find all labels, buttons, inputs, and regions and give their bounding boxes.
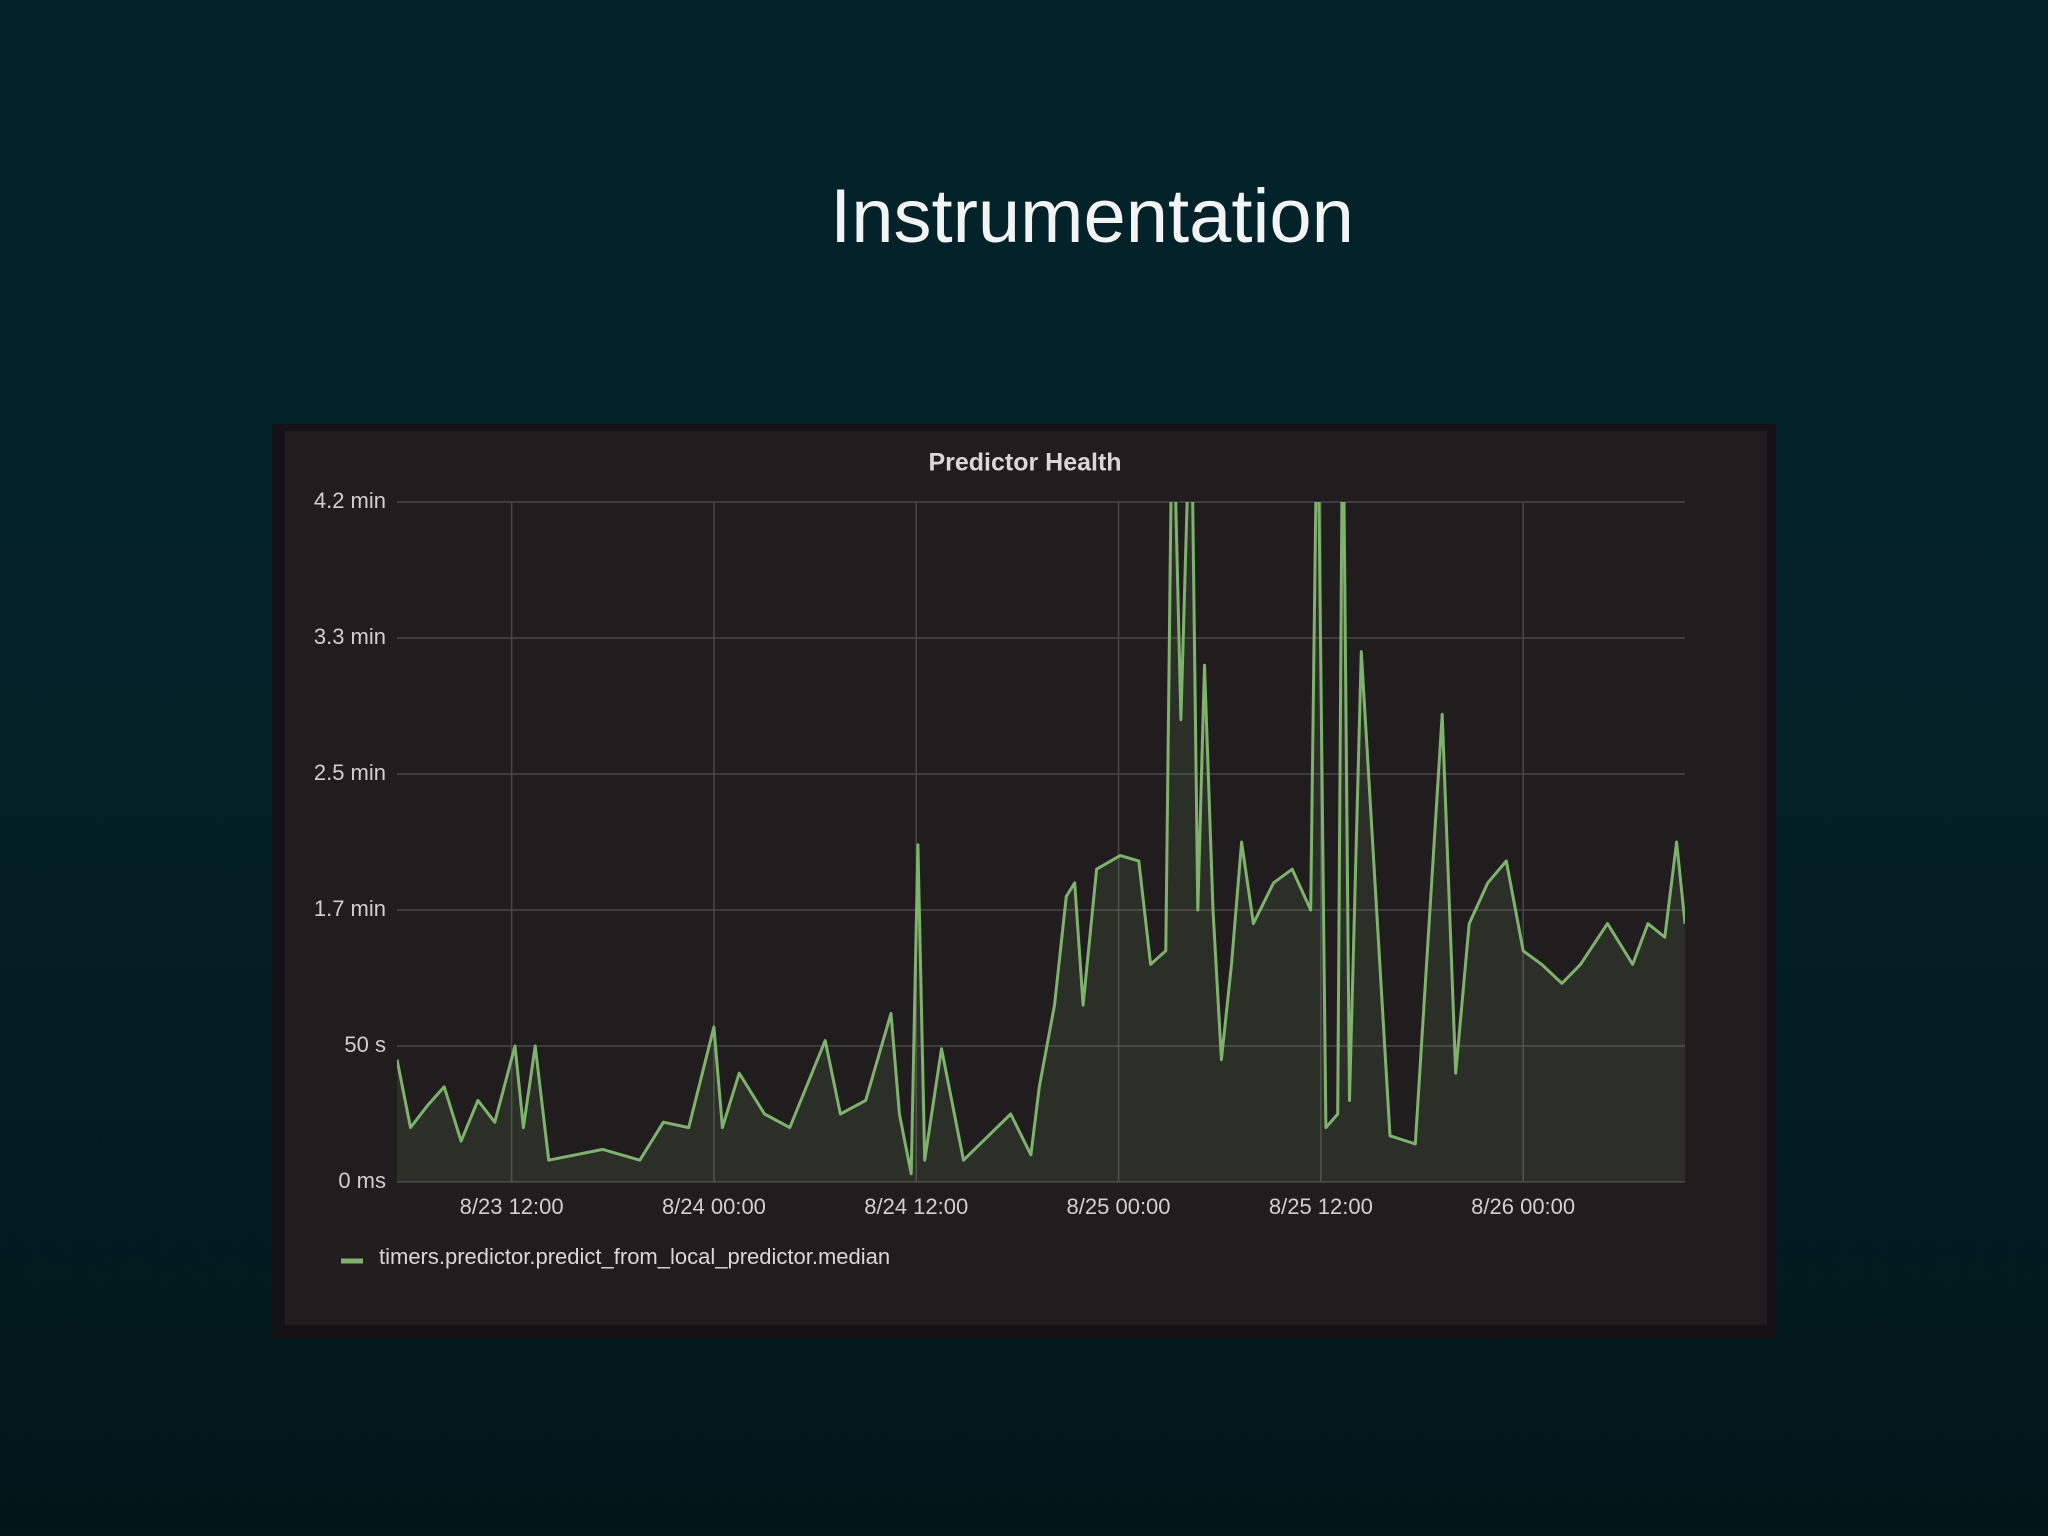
legend-label: timers.predictor.predict_from_local_pred… (379, 1244, 890, 1269)
x-tick-label: 8/25 00:00 (1067, 1194, 1171, 1219)
y-tick-label: 50 s (344, 1032, 386, 1057)
x-tick-label: 8/24 00:00 (662, 1194, 766, 1219)
x-tick-label: 8/25 12:00 (1269, 1194, 1373, 1219)
series-area (397, 502, 1685, 1182)
panel (285, 431, 1767, 1325)
x-tick-label: 8/23 12:00 (460, 1194, 564, 1219)
y-tick-label: 3.3 min (314, 624, 386, 649)
y-tick-label: 0 ms (338, 1168, 386, 1193)
y-tick-label: 2.5 min (314, 760, 386, 785)
chart-title: Predictor Health (928, 449, 1121, 477)
y-tick-label: 4.2 min (314, 488, 386, 513)
series-line (397, 502, 1685, 1176)
x-tick-label: 8/24 12:00 (864, 1194, 968, 1219)
x-tick-label: 8/26 00:00 (1471, 1194, 1575, 1219)
slide-title: Instrumentation (830, 174, 1354, 259)
y-tick-label: 1.7 min (314, 896, 386, 921)
